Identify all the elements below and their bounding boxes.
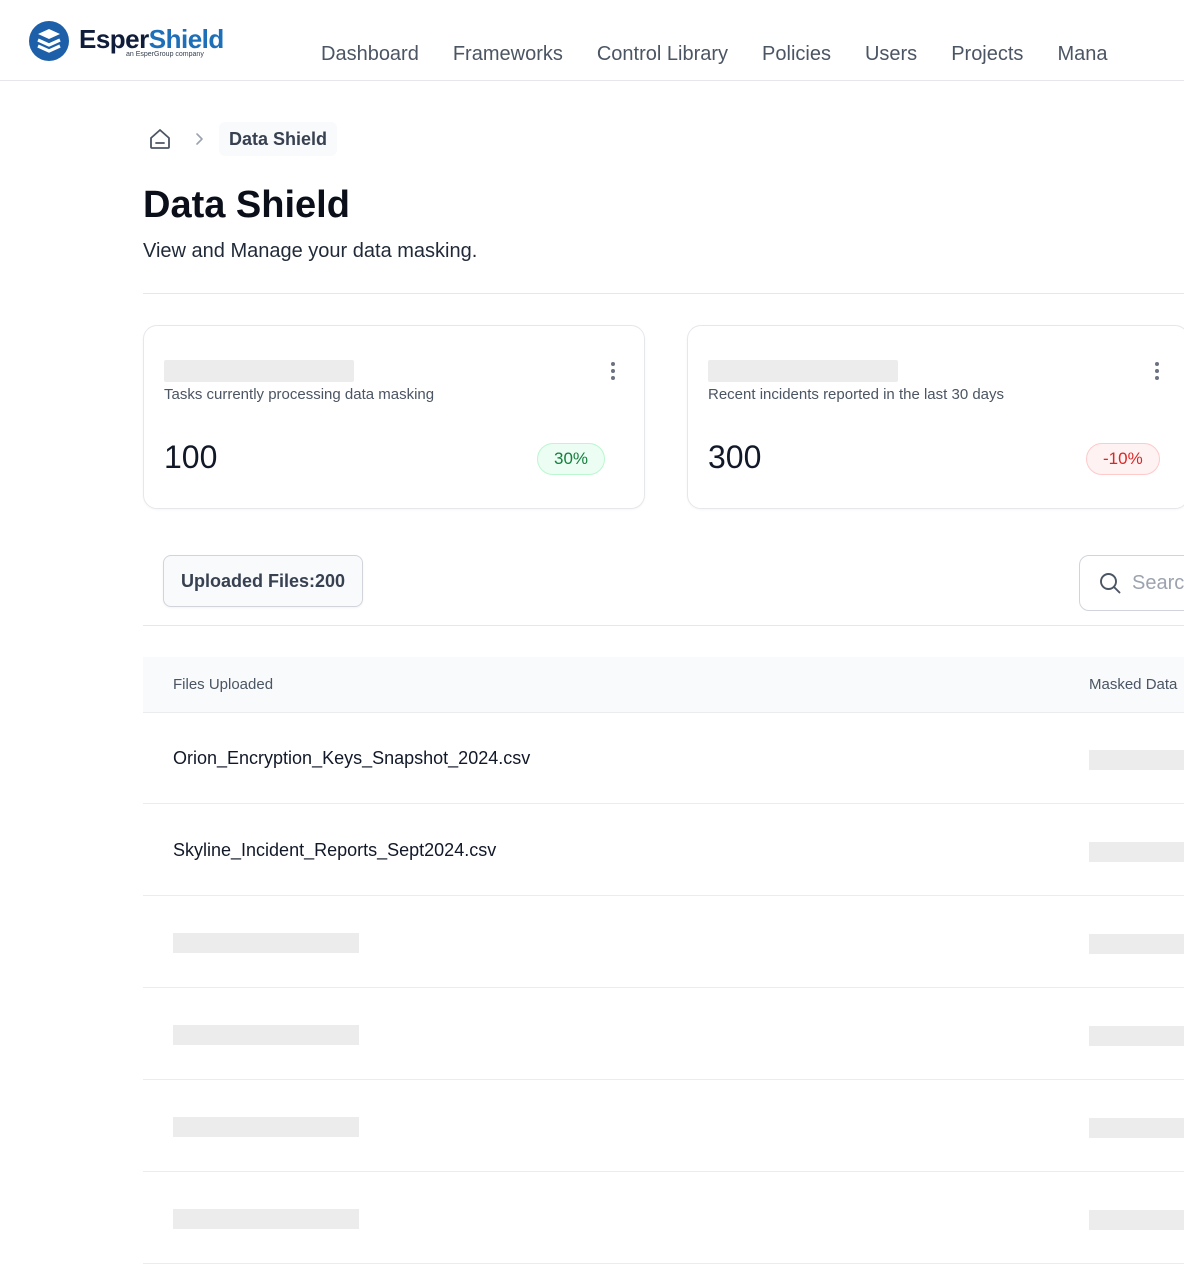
table-row[interactable]: Orion_Encryption_Keys_Snapshot_2024.csv [143,712,1184,804]
uploaded-files-button[interactable]: Uploaded Files:200 [163,555,364,607]
loading-placeholder [1089,750,1184,770]
change-badge: -10% [1086,443,1160,475]
shield-logo-icon [29,21,69,61]
stat-card-processing: Tasks currently processing data masking … [143,325,645,509]
toolbar-divider [143,625,1184,626]
stat-card-incidents: Recent incidents reported in the last 30… [687,325,1184,509]
nav-control-library[interactable]: Control Library [596,43,729,65]
card-value: 300 [708,439,762,475]
column-header-masked-data[interactable]: Masked Data [1089,676,1178,693]
file-name[interactable]: Orion_Encryption_Keys_Snapshot_2024.csv [173,748,531,768]
espershield-logo[interactable]: EsperShield an EsperGroup company [28,18,228,66]
search-icon [1100,573,1121,594]
card-title-placeholder [708,360,898,382]
table-row-loading [143,1080,1184,1172]
chevron-right-icon [196,133,203,145]
search-input[interactable] [1132,568,1184,598]
card-value: 100 [164,439,218,475]
section-divider [143,293,1184,294]
table-row-loading [143,896,1184,988]
column-header-files[interactable]: Files Uploaded [173,676,274,693]
loading-placeholder [173,1209,359,1229]
nav-manage[interactable]: Mana [1057,43,1108,65]
nav-policies[interactable]: Policies [762,43,831,65]
file-name[interactable]: Skyline_Incident_Reports_Sept2024.csv [173,840,497,860]
more-options-icon[interactable] [1154,362,1160,384]
search-box[interactable] [1079,555,1184,611]
table-row-loading [143,988,1184,1080]
table-header: Files Uploaded Masked Data [143,657,1184,713]
loading-placeholder [1089,934,1184,954]
page-subtitle: View and Manage your data masking. [143,240,478,262]
card-title-placeholder [164,360,354,382]
loading-placeholder [1089,1210,1184,1230]
card-description: Tasks currently processing data masking [164,386,435,403]
brand-name: EsperShield [79,24,224,54]
main-nav: Dashboard Frameworks Control Library Polici… [321,43,1141,66]
nav-users[interactable]: Users [864,43,918,65]
nav-dashboard[interactable]: Dashboard [321,43,419,65]
loading-placeholder [173,1117,359,1137]
loading-placeholder [1089,1026,1184,1046]
card-description: Recent incidents reported in the last 30… [708,386,1005,403]
loading-placeholder [173,933,359,953]
table-row[interactable]: Skyline_Incident_Reports_Sept2024.csv [143,804,1184,896]
breadcrumb-current[interactable]: Data Shield [219,122,338,156]
brand-tagline: an EsperGroup company [126,51,204,58]
page-title: Data Shield [143,184,350,226]
loading-placeholder [1089,842,1184,862]
table-row-loading [143,1172,1184,1264]
nav-frameworks[interactable]: Frameworks [452,43,563,65]
home-icon[interactable] [148,127,172,151]
loading-placeholder [1089,1118,1184,1138]
top-navigation-bar: EsperShield an EsperGroup company Dashbo… [0,0,1184,81]
more-options-icon[interactable] [610,362,616,384]
change-badge: 30% [537,443,606,475]
loading-placeholder [173,1025,359,1045]
nav-projects[interactable]: Projects [951,43,1024,65]
